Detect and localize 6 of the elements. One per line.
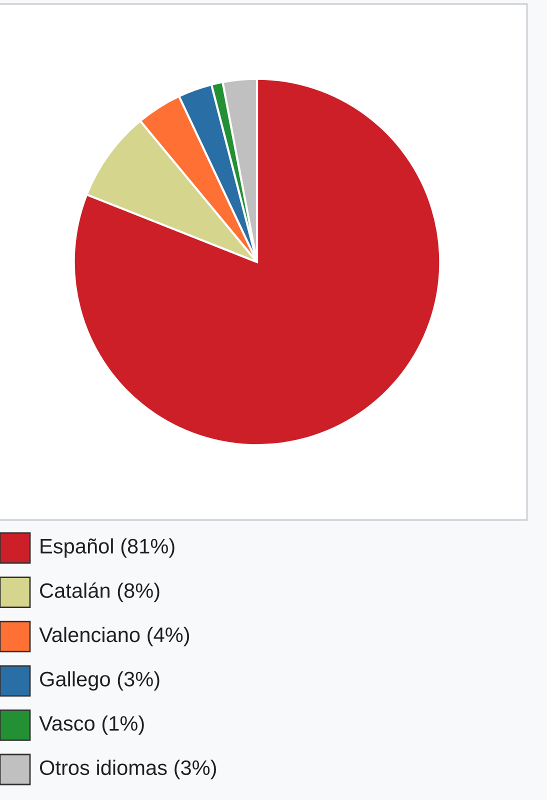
legend-label: Español (81%): [40, 538, 174, 558]
legend-label: Catalán (8%): [40, 582, 160, 602]
legend-label: Otros idiomas (3%): [40, 760, 216, 780]
legend-label: Valenciano (4%): [39, 626, 190, 646]
legend-label: Vasco (1%): [39, 715, 144, 735]
legend-label: Gallego (3%): [40, 671, 160, 691]
